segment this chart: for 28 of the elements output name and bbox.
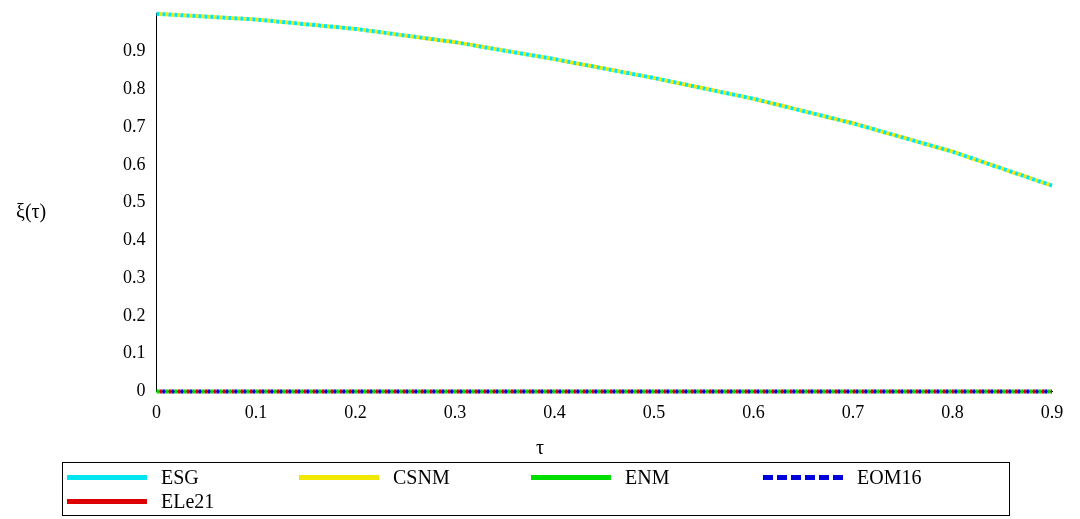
x-tick-label: 0.7 bbox=[841, 401, 865, 422]
x-axis-title: τ bbox=[534, 436, 545, 459]
line-series bbox=[154, 11, 1054, 188]
y-tick-label: 0.5 bbox=[123, 191, 146, 212]
x-tick-label: 0.9 bbox=[1040, 401, 1064, 422]
y-tick-label: 0.9 bbox=[123, 40, 146, 61]
y-tick-label: 0.2 bbox=[123, 304, 146, 325]
legend-label: CSNM bbox=[393, 465, 450, 489]
x-tick-label: 0.1 bbox=[244, 401, 268, 422]
legend-label: ESG bbox=[161, 465, 199, 489]
x-tick-label: 0.3 bbox=[443, 401, 467, 422]
x-tick-label: 0.6 bbox=[742, 401, 765, 422]
x-tick-label: 0.5 bbox=[642, 401, 666, 422]
y-tick-label: 0.3 bbox=[123, 266, 146, 287]
legend-label: ENM bbox=[625, 465, 670, 489]
legend-label: ELe21 bbox=[161, 489, 215, 513]
y-tick-label: 0.8 bbox=[123, 78, 146, 99]
x-tick-label: 0 bbox=[152, 401, 161, 422]
y-tick-label: 0.1 bbox=[123, 342, 146, 363]
y-axis-title: ξ(τ) bbox=[16, 200, 47, 223]
x-tick-label: 0.2 bbox=[344, 401, 367, 422]
y-tick-label: 0.4 bbox=[123, 229, 146, 250]
y-tick-label: 0.7 bbox=[123, 115, 146, 136]
y-tick-label: 0.6 bbox=[123, 153, 146, 174]
y-tick-label: 0 bbox=[136, 380, 146, 401]
legend-label: EOM16 bbox=[857, 465, 922, 489]
x-tick-label: 0.4 bbox=[543, 401, 566, 422]
x-tick-label: 0.8 bbox=[941, 401, 964, 422]
